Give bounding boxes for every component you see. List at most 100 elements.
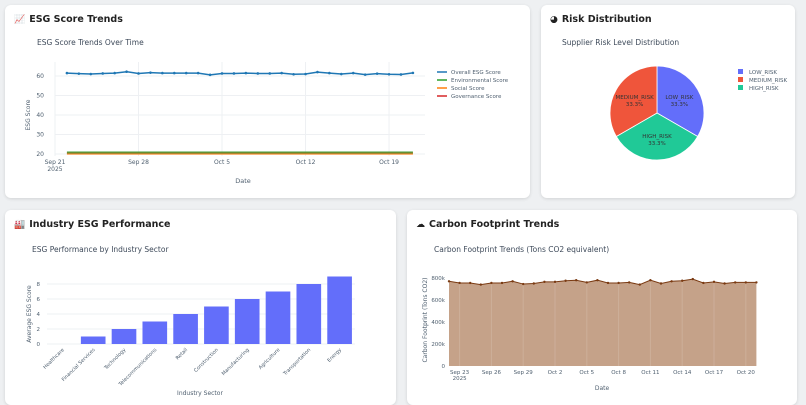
x-tick-label: Sep 26 (482, 370, 502, 376)
x-tick-label: Transportation (282, 347, 312, 377)
area-fill (449, 279, 757, 366)
legend-swatch (738, 77, 743, 82)
data-point (113, 71, 116, 75)
x-tick-label: Oct 14 (673, 370, 692, 376)
x-tick-label: Construction (193, 347, 220, 374)
data-point (399, 73, 403, 76)
data-point (458, 281, 461, 285)
esg-trends-card: 📈 ESG Score Trends ESG Score Trends Over … (5, 5, 530, 198)
y-tick-label: 800k (431, 276, 445, 282)
card-heading: Industry ESG Performance (29, 219, 171, 230)
data-point (101, 72, 105, 75)
x-tick-label: Financial Services (61, 347, 97, 383)
x-tick-label: Oct 12 (296, 159, 316, 166)
data-point (280, 71, 283, 75)
data-point (196, 71, 200, 75)
data-point (500, 281, 504, 285)
data-point (173, 71, 176, 75)
x-axis-label: Date (595, 385, 610, 392)
data-point (208, 73, 212, 77)
data-point (575, 279, 578, 282)
legend-label: HIGH_RISK (749, 86, 779, 92)
data-point (702, 281, 705, 285)
y-tick-label: 400k (431, 320, 445, 326)
legend-label: Social Score (451, 86, 485, 92)
slice-percent: 33.3% (626, 102, 643, 108)
smog-icon: ☁ (416, 219, 425, 230)
data-point (596, 279, 599, 282)
data-point (137, 72, 140, 75)
data-point (670, 280, 673, 283)
data-point (387, 72, 391, 76)
bar (327, 276, 352, 344)
chart-title: ESG Performance by Industry Sector (32, 245, 169, 254)
slice-label: LOW_RISK (665, 95, 693, 101)
data-point (659, 282, 663, 285)
data-point (375, 72, 379, 75)
data-point (125, 70, 128, 74)
y-tick-label: 0 (37, 342, 41, 348)
data-point (292, 72, 295, 76)
y-tick-label: 50 (36, 93, 44, 100)
data-point (628, 281, 631, 284)
x-tick-label: Oct 17 (705, 370, 724, 376)
data-point (585, 281, 588, 284)
chart-title: Supplier Risk Level Distribution (562, 38, 680, 47)
card-heading: Carbon Footprint Trends (429, 219, 560, 230)
data-point (149, 71, 152, 74)
data-point (351, 71, 355, 75)
data-point (411, 71, 415, 75)
x-tick-label: Manufacturing (221, 347, 251, 377)
x-tick-label: Agriculture (258, 347, 282, 371)
chart-pie-icon: ◕ (550, 14, 558, 25)
y-axis-label: ESG Score (25, 99, 32, 130)
data-point (681, 279, 684, 282)
card-heading: Risk Distribution (561, 14, 652, 25)
y-tick-label: 200k (431, 342, 445, 348)
series-line (66, 70, 413, 76)
x-tick-year: 2025 (47, 166, 62, 173)
industry-icon: 🏭 (14, 219, 26, 230)
bar (265, 291, 291, 344)
data-point (532, 282, 535, 285)
y-axis-label: Carbon Footprint (Tons CO2) (422, 277, 429, 362)
y-tick-label: 8 (37, 282, 41, 288)
data-point (340, 72, 343, 76)
data-point (734, 281, 737, 284)
bar (173, 314, 198, 344)
pie-slice (609, 65, 658, 138)
data-point (244, 71, 248, 75)
legend-swatch (738, 85, 743, 90)
card-heading: ESG Score Trends (29, 14, 123, 25)
data-point (268, 72, 272, 75)
data-point (232, 72, 236, 75)
chart-title: Carbon Footprint Trends (Tons CO2 equiva… (434, 245, 610, 254)
x-tick-label: Sep 21 (45, 159, 66, 166)
bar (234, 299, 260, 344)
y-tick-label: 0 (442, 364, 446, 370)
data-point (316, 70, 319, 74)
y-tick-label: 20 (36, 151, 44, 158)
slice-percent: 33.3% (648, 141, 665, 147)
chart-line-icon: 📈 (14, 14, 26, 25)
data-point (89, 72, 93, 76)
data-point (691, 277, 694, 281)
data-point (638, 283, 641, 286)
slice-percent: 33.3% (671, 102, 688, 108)
data-point (543, 280, 546, 284)
x-tick-label: Oct 5 (579, 370, 594, 376)
data-point (649, 279, 652, 282)
data-point (511, 280, 514, 283)
x-tick-label: Healthcare (42, 347, 66, 371)
x-tick-label: Sep 23 (450, 370, 470, 376)
data-point (256, 72, 260, 75)
legend-label: Governance Score (451, 94, 502, 100)
x-tick-label: Energy (326, 347, 343, 364)
y-tick-label: 30 (36, 132, 44, 139)
data-point (755, 281, 758, 284)
x-tick-label: Sep 29 (514, 370, 534, 376)
slice-label: HIGH_RISK (642, 134, 672, 140)
y-tick-label: 6 (37, 297, 41, 303)
x-tick-label: Oct 5 (214, 159, 230, 166)
y-tick-label: 4 (37, 312, 41, 318)
